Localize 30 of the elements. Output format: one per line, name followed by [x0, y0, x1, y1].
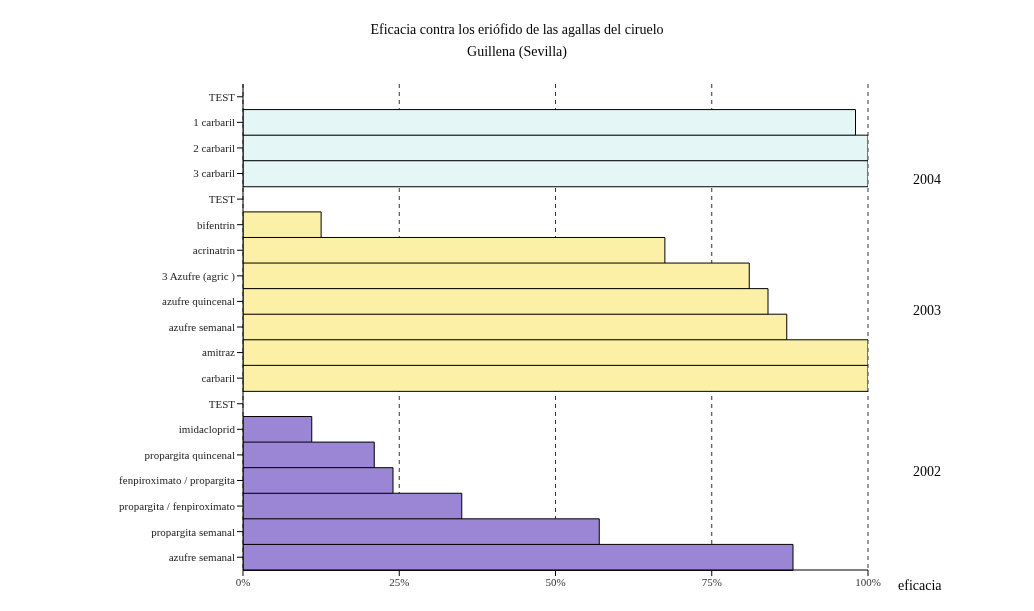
y-tick-label: TEST	[208, 397, 236, 410]
y-tick-label: azufre semanal	[168, 551, 235, 564]
y-tick-label: 2 carbaril	[193, 141, 235, 154]
x-tick-label: 100%	[855, 575, 881, 588]
y-tick-label: propargita quincenal	[144, 448, 235, 461]
y-tick-label: carbaril	[201, 372, 235, 385]
y-tick-label: acrinatrin	[192, 244, 236, 257]
x-axis-title: eficacia	[898, 578, 942, 594]
text: 2004	[913, 172, 941, 189]
y-tick-label: TEST	[208, 90, 236, 103]
y-tick-label: TEST	[208, 193, 236, 206]
y-tick-label: 3 carbaril	[193, 167, 235, 180]
x-tick-label: 50%	[545, 575, 566, 588]
y-tick-label: azufre semanal	[168, 320, 235, 333]
chart-title: Eficacia contra los eriófido de las agallas del ciruelo	[369, 22, 665, 38]
y-tick-label: 1 carbaril	[193, 116, 235, 129]
x-tick-label: 0%	[235, 575, 251, 588]
y-tick-label: azufre quincenal	[162, 295, 235, 308]
y-tick-label: propargita / fenpiroximato	[119, 499, 236, 512]
y-tick-label: 3 Azufre (agric )	[162, 269, 236, 283]
y-tick-label: imidacloprid	[178, 423, 236, 436]
x-tick-label: 25%	[389, 575, 410, 588]
y-tick-label: fenpiroximato / propargita	[119, 474, 236, 487]
chart-subtitle: Guillena (Sevilla)	[466, 44, 568, 60]
y-tick-label: propargita semanal	[151, 525, 235, 538]
text: 2003	[913, 303, 941, 320]
text: 2002	[913, 463, 941, 480]
y-tick-label: amitraz	[202, 346, 236, 359]
y-tick-label: bifentrin	[197, 218, 236, 231]
x-tick-label: 75%	[701, 575, 722, 588]
